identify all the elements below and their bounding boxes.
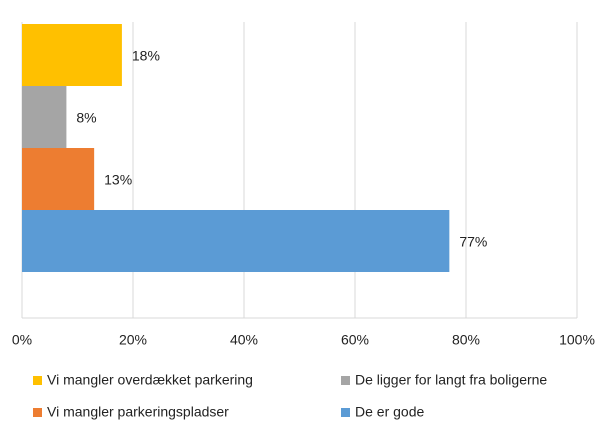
x-tick-label: 40% bbox=[230, 332, 258, 348]
legend-label: De er gode bbox=[355, 404, 424, 420]
legend-label: Vi mangler overdækket parkering bbox=[47, 372, 253, 388]
data-label: 13% bbox=[104, 172, 132, 188]
data-label: 18% bbox=[132, 48, 160, 64]
bar bbox=[22, 210, 450, 272]
data-label: 8% bbox=[76, 110, 96, 126]
bar bbox=[22, 24, 122, 86]
bar bbox=[22, 148, 95, 210]
legend-swatch bbox=[33, 408, 42, 417]
legend-swatch bbox=[341, 376, 350, 385]
x-tick-label: 60% bbox=[341, 332, 369, 348]
x-tick-label: 20% bbox=[119, 332, 147, 348]
bar bbox=[22, 86, 67, 148]
x-tick-label: 100% bbox=[559, 332, 595, 348]
x-tick-label: 0% bbox=[12, 332, 32, 348]
legend-label: Vi mangler parkeringspladser bbox=[47, 404, 229, 420]
legend-label: De ligger for langt fra boligerne bbox=[355, 372, 547, 388]
legend-swatch bbox=[33, 376, 42, 385]
data-label: 77% bbox=[459, 234, 487, 250]
x-tick-label: 80% bbox=[452, 332, 480, 348]
legend-swatch bbox=[341, 408, 350, 417]
